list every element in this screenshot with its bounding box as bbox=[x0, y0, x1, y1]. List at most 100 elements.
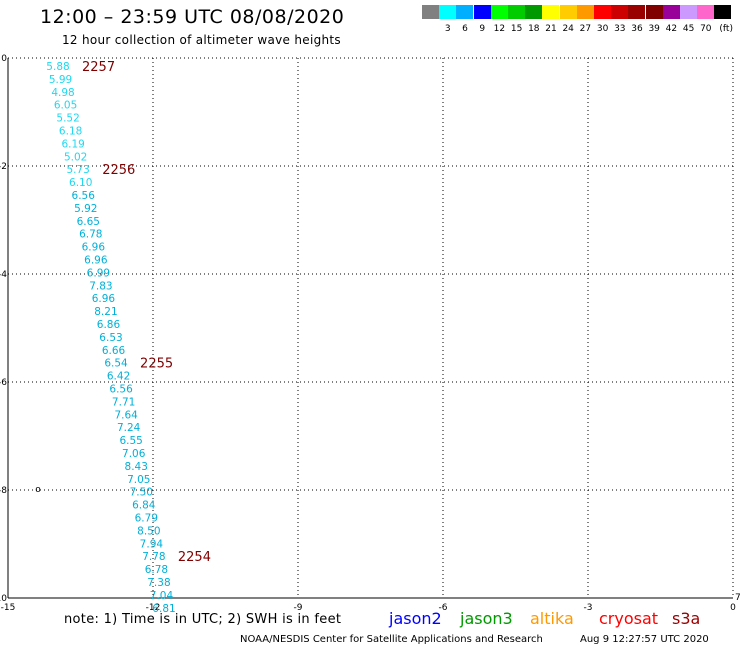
swh-value: 7.05 bbox=[127, 474, 150, 486]
legend-label: 18 bbox=[528, 24, 540, 34]
legend-swatch bbox=[680, 5, 697, 19]
swh-value: 6.65 bbox=[77, 216, 100, 228]
swh-value: 6.54 bbox=[104, 358, 128, 370]
legend-label: 24 bbox=[562, 24, 574, 34]
time-label: 2254 bbox=[178, 550, 211, 565]
legend-unit: (ft) bbox=[719, 24, 733, 34]
swh-value: 7.04 bbox=[150, 590, 174, 602]
legend-label: 45 bbox=[682, 24, 695, 34]
legend-swatch bbox=[714, 5, 732, 19]
y-tick-label: -4 bbox=[0, 270, 7, 280]
swh-value: 4.98 bbox=[51, 87, 74, 99]
legend-label: 9 bbox=[479, 24, 486, 34]
legend-swatch bbox=[439, 5, 457, 19]
x-tick-label: -15 bbox=[1, 603, 16, 613]
satellite-cryosat: cryosat bbox=[599, 609, 659, 628]
edge-label: 7 bbox=[735, 593, 740, 603]
swh-value: 6.84 bbox=[132, 500, 156, 512]
swh-value: 8.50 bbox=[137, 525, 160, 537]
swh-value: 6.96 bbox=[84, 255, 108, 267]
swh-value: 7.64 bbox=[114, 409, 138, 421]
legend-label: 70 bbox=[700, 24, 712, 34]
swh-value: 5.52 bbox=[56, 113, 79, 125]
swh-value: 8.43 bbox=[125, 461, 148, 473]
legend-label: 42 bbox=[665, 24, 678, 34]
satellite-s3a: s3a bbox=[672, 609, 701, 628]
swh-value: 7.71 bbox=[112, 396, 135, 408]
swh-value: 8.21 bbox=[94, 306, 117, 318]
swh-value: 6.56 bbox=[109, 384, 133, 396]
legend-swatch bbox=[542, 5, 560, 19]
axis-ticks: -15 -12 -9 -6 -3 0 0 -2 -4 -6 -8 -10 bbox=[0, 54, 736, 613]
legend-swatch bbox=[508, 5, 525, 19]
swh-value: 7.06 bbox=[122, 448, 146, 460]
legend-label: 6 bbox=[462, 24, 468, 34]
legend-label: 15 bbox=[510, 24, 523, 34]
swh-value: 6.78 bbox=[145, 564, 168, 576]
x-tick-label: -6 bbox=[439, 603, 448, 613]
swh-value: 6.78 bbox=[79, 229, 102, 241]
legend-label: 33 bbox=[614, 24, 626, 34]
swh-value: 7.78 bbox=[142, 551, 165, 563]
swh-value: 5.99 bbox=[49, 74, 72, 86]
legend-label: 27 bbox=[579, 24, 592, 34]
swh-value: 6.53 bbox=[99, 332, 122, 344]
legend-swatch bbox=[422, 5, 439, 19]
legend-swatch bbox=[697, 5, 715, 19]
swh-value: 6.10 bbox=[69, 177, 92, 189]
legend-swatch bbox=[611, 5, 629, 19]
legend-swatch bbox=[490, 5, 508, 19]
swh-value: 7.83 bbox=[89, 280, 112, 292]
swh-value: 6.96 bbox=[92, 293, 116, 305]
satellite-altika: altika bbox=[530, 609, 574, 628]
swh-value: 6.05 bbox=[54, 100, 77, 112]
swh-value: 6.42 bbox=[107, 371, 130, 383]
swh-value: 5.88 bbox=[46, 61, 69, 73]
swh-value: 6.56 bbox=[72, 190, 96, 202]
time-label: 2257 bbox=[82, 60, 115, 75]
map-subtitle: 12 hour collection of altimeter wave hei… bbox=[62, 33, 341, 47]
swh-value: 6.66 bbox=[102, 345, 126, 357]
legend-swatch bbox=[456, 5, 474, 19]
legend-swatch bbox=[473, 5, 491, 19]
swh-value: 5.02 bbox=[64, 151, 87, 163]
x-tick-label: -9 bbox=[294, 603, 303, 613]
swh-value: 7.38 bbox=[147, 577, 170, 589]
satellite-jason2: jason2 bbox=[389, 609, 442, 628]
wave-height-track: 5.885.994.986.055.526.186.195.025.736.10… bbox=[46, 61, 175, 615]
swh-value: 6.19 bbox=[61, 138, 84, 150]
map-grid bbox=[7, 57, 734, 599]
swh-value: 6.86 bbox=[97, 319, 121, 331]
swh-value: 6.81 bbox=[152, 603, 175, 615]
legend-swatch bbox=[525, 5, 543, 19]
legend-label: 21 bbox=[545, 24, 557, 34]
y-tick-label: -10 bbox=[0, 594, 7, 604]
legend-label: 36 bbox=[631, 24, 643, 34]
units-note: note: 1) Time is in UTC; 2) SWH is in fe… bbox=[64, 612, 342, 627]
y-tick-label: -2 bbox=[0, 162, 7, 172]
swh-value: 5.92 bbox=[74, 203, 97, 215]
swh-value: 7.94 bbox=[140, 538, 164, 550]
legend-label: 39 bbox=[648, 24, 660, 34]
swh-value: 6.96 bbox=[82, 242, 106, 254]
map-title: 12:00 – 23:59 UTC 08/08/2020 bbox=[40, 6, 345, 28]
swh-value: 6.79 bbox=[135, 513, 158, 525]
legend-swatch bbox=[559, 5, 577, 19]
legend-label: 3 bbox=[444, 24, 451, 34]
legend-label: 30 bbox=[596, 24, 609, 34]
swh-value: 6.99 bbox=[87, 267, 110, 279]
swh-value: 6.18 bbox=[59, 126, 82, 138]
time-labels: 2257 2256 2255 2254 bbox=[82, 60, 211, 565]
legend-swatch bbox=[645, 5, 663, 19]
legend-swatch bbox=[594, 5, 611, 19]
satellite-jason3: jason3 bbox=[460, 609, 513, 628]
legend-swatch bbox=[628, 5, 646, 19]
y-tick-label: 0 bbox=[1, 54, 7, 64]
y-tick-label: -6 bbox=[0, 378, 7, 388]
x-tick-label: 0 bbox=[730, 603, 736, 613]
swh-value: 5.73 bbox=[66, 164, 89, 176]
credit-text: NOAA/NESDIS Center for Satellite Applica… bbox=[240, 634, 543, 645]
legend-swatch bbox=[662, 5, 680, 19]
island-marker: o bbox=[35, 485, 41, 495]
